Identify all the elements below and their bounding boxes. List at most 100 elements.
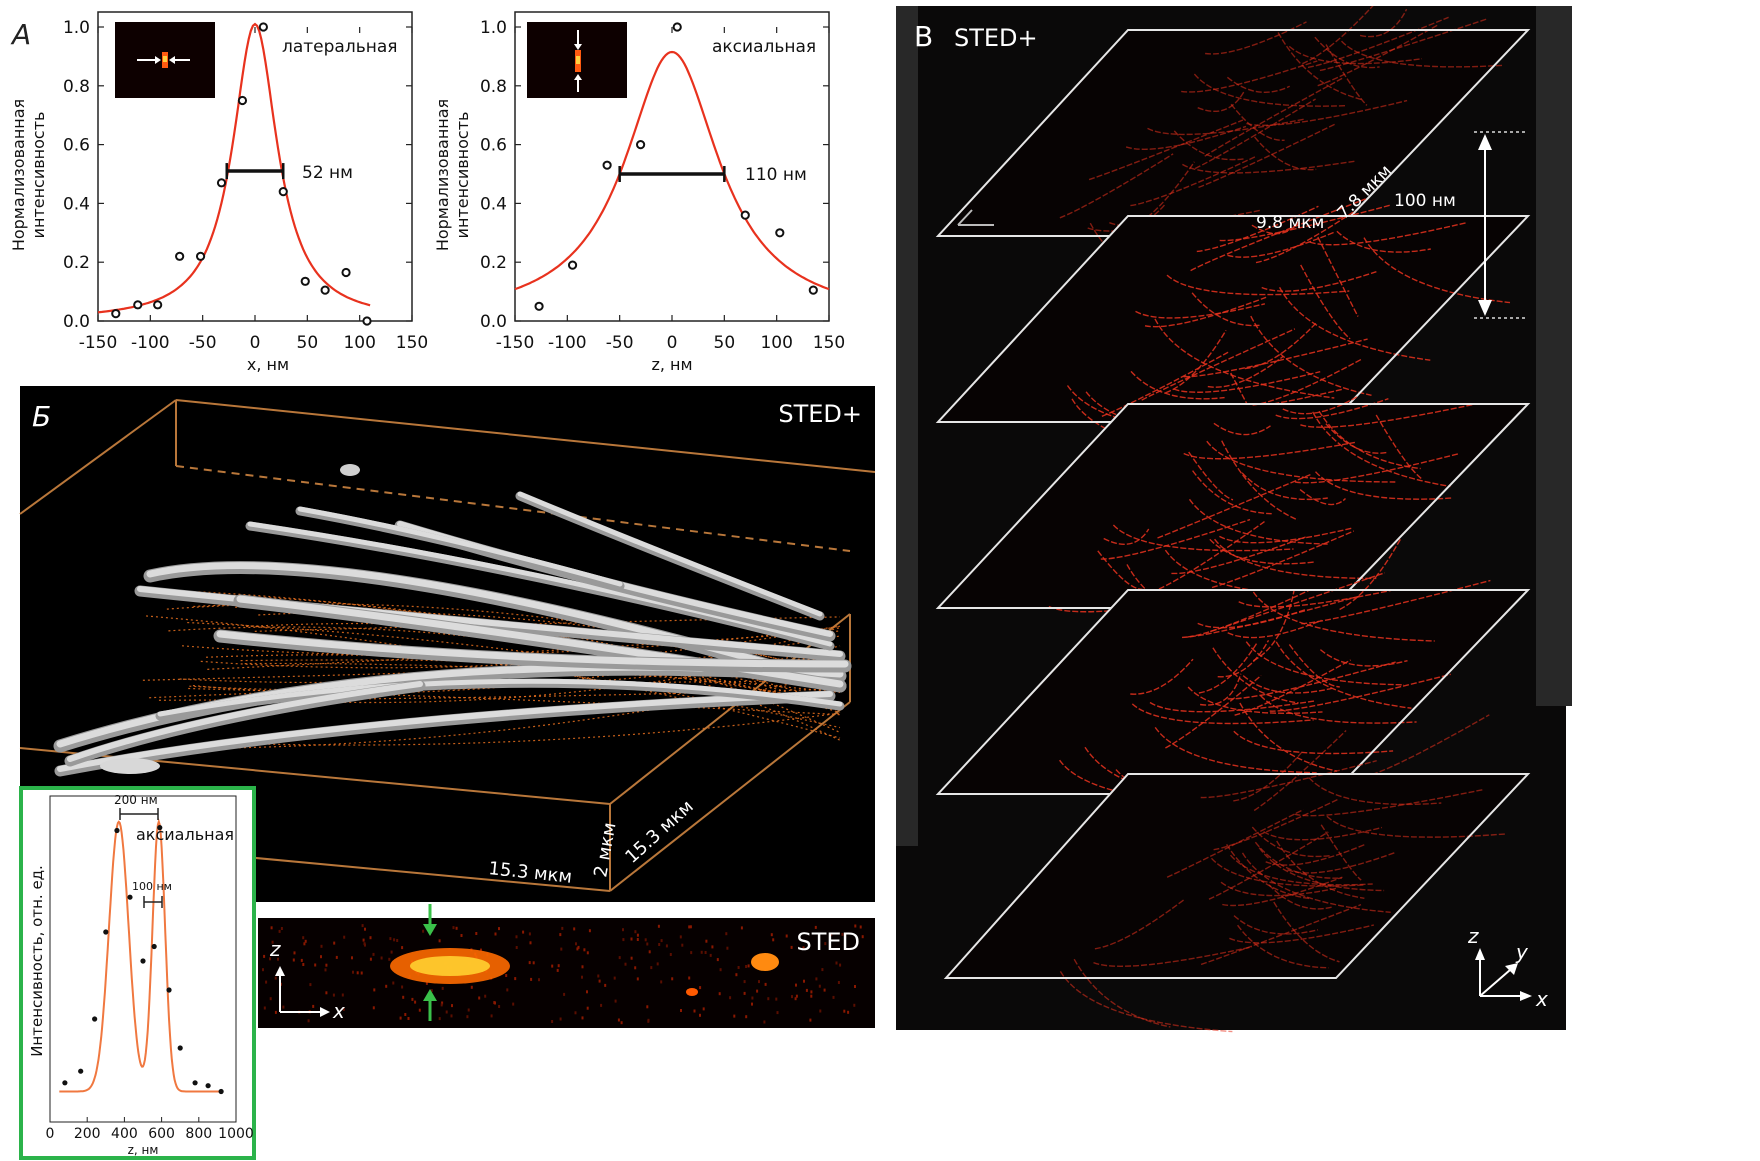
filament <box>1326 815 1506 838</box>
x-tick-label: -50 <box>189 333 217 353</box>
noise-pixel <box>277 957 279 961</box>
noise-pixel <box>835 961 838 965</box>
noise-pixel <box>573 927 576 931</box>
noise-pixel <box>854 924 857 928</box>
noise-pixel <box>343 935 346 939</box>
filament <box>1233 730 1394 755</box>
y-tick-label: 0.0 <box>63 312 90 332</box>
noise-pixel <box>445 1010 448 1014</box>
filament <box>1100 518 1251 560</box>
noise-pixel <box>263 1006 266 1010</box>
noise-pixel <box>743 991 746 995</box>
axis-triad <box>1475 948 1532 1001</box>
noise-pixel <box>693 1009 696 1013</box>
noise-pixel <box>669 953 672 956</box>
filament <box>1254 136 1317 171</box>
volume-title: STED+ <box>778 400 862 428</box>
noise-pixel <box>411 997 414 1001</box>
fit-curve <box>514 50 830 291</box>
noise-pixel <box>441 1001 444 1005</box>
filament <box>1157 473 1311 539</box>
data-point <box>602 160 612 170</box>
noise-pixel <box>324 968 327 972</box>
filament <box>1239 702 1338 772</box>
noise-pixel <box>551 964 554 968</box>
filament <box>1197 91 1245 112</box>
axis-z: z <box>1467 924 1479 948</box>
noise-pixel <box>303 942 306 946</box>
data-point <box>192 1080 198 1086</box>
noise-pixel <box>556 968 559 972</box>
noise-pixel <box>636 938 639 941</box>
filament <box>1319 18 1488 72</box>
noise-pixel <box>815 977 818 981</box>
noise-pixel <box>624 962 627 966</box>
panel-v: В STED+ 9.8 мкм 7.8 мкм 100 нм z y x <box>896 6 1572 1033</box>
noise-pixel <box>830 932 833 936</box>
data-point <box>567 260 578 270</box>
noise-pixel <box>689 925 692 929</box>
noise-pixel <box>704 951 707 954</box>
noise-pixel <box>756 989 759 993</box>
x-tick-label: -150 <box>496 333 535 353</box>
noise-pixel <box>560 947 563 951</box>
filament <box>1244 322 1317 370</box>
noise-pixel <box>679 935 682 939</box>
filament <box>1242 675 1333 694</box>
noise-pixel <box>819 1009 822 1013</box>
noise-pixel <box>658 943 661 946</box>
noise-pixel <box>824 942 827 946</box>
gray-strand <box>67 681 423 762</box>
filament <box>1339 538 1402 611</box>
orange-filament <box>181 625 841 656</box>
filament <box>1299 489 1346 506</box>
noise-pixel <box>702 1007 705 1011</box>
noise-pixel <box>512 1002 515 1006</box>
noise-pixel <box>646 942 649 946</box>
noise-pixel <box>586 990 588 994</box>
noise-pixel <box>847 1010 850 1014</box>
data-point <box>78 1068 84 1074</box>
filament <box>1190 198 1366 272</box>
noise-pixel <box>529 941 532 945</box>
y-axis-label-line1: Нормализованная <box>9 99 28 251</box>
noise-pixel <box>681 943 684 947</box>
filament <box>1237 924 1329 969</box>
filament <box>1059 971 1233 1033</box>
inset-frame <box>19 786 256 1160</box>
noise-pixel <box>688 976 691 980</box>
gray-strand <box>216 630 849 668</box>
filament <box>1059 153 1174 219</box>
filament <box>1251 221 1300 235</box>
noise-pixel <box>735 973 738 977</box>
noise-pixel <box>351 956 353 960</box>
noise-pixel <box>425 981 428 985</box>
peak-separation-bar <box>119 808 163 908</box>
noise-pixel <box>505 974 508 977</box>
filament <box>1300 264 1351 340</box>
noise-pixel <box>356 971 359 975</box>
z-axis-label: z, нм <box>651 355 692 374</box>
noise-pixel <box>430 989 433 993</box>
noise-pixel <box>438 1017 441 1021</box>
filament <box>1198 642 1258 694</box>
filament <box>1188 498 1330 545</box>
noise-pixel <box>598 979 601 983</box>
noise-pixel <box>843 1009 846 1013</box>
gray-blob <box>100 758 160 774</box>
noise-pixel <box>490 1014 493 1018</box>
noise-pixel <box>832 995 835 999</box>
noise-pixel <box>680 1009 682 1012</box>
noise-pixel <box>478 996 481 1000</box>
gray-strand <box>137 586 843 657</box>
noise-pixel <box>528 961 531 965</box>
scalebar-corner <box>957 209 994 226</box>
x-tick-label: 100 <box>343 333 375 353</box>
noise-pixel <box>399 1016 402 1020</box>
filament <box>1158 521 1265 590</box>
filament <box>1251 826 1330 858</box>
noise-pixel <box>583 948 586 952</box>
orange-filament <box>206 654 841 704</box>
filament <box>1252 358 1363 406</box>
filament <box>1101 351 1229 417</box>
